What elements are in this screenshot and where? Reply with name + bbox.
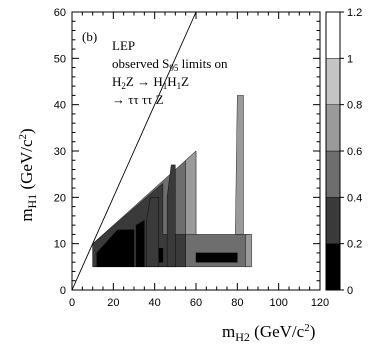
colorbar-band-5 <box>326 12 340 58</box>
colorbar-tick-label: 0.6 <box>347 146 362 158</box>
region-10 <box>159 248 163 262</box>
colorbar-band-1 <box>326 197 340 243</box>
panel-label: (b) <box>82 29 97 44</box>
colorbar-tick-label: 1.2 <box>347 7 362 19</box>
annotation-line-2: observed S95 limits on <box>112 56 228 73</box>
x-tick-label: 0 <box>69 297 75 309</box>
colorbar-band-3 <box>326 105 340 151</box>
y-tick-label: 20 <box>54 192 66 204</box>
colorbar-tick-label: 0.4 <box>347 192 362 204</box>
y-axis-title: mH1 (GeV/c2) <box>17 128 39 221</box>
x-tick-label: 40 <box>149 297 161 309</box>
x-tick-label: 60 <box>190 297 202 309</box>
colorbar-band-2 <box>326 151 340 197</box>
contour-regions <box>93 95 252 266</box>
y-tick-label: 50 <box>54 53 66 65</box>
x-tick-label: 100 <box>269 297 287 309</box>
y-tick-label: 30 <box>54 146 66 158</box>
region-9 <box>136 221 144 267</box>
colorbar-tick-label: 0.8 <box>347 100 362 112</box>
region-1 <box>186 151 196 234</box>
y-tick-label: 0 <box>60 285 66 297</box>
annotation-line-4: → ττ ττ Z <box>112 92 164 107</box>
colorbar-band-0 <box>326 244 340 290</box>
x-tick-label: 80 <box>231 297 243 309</box>
y-tick-label: 10 <box>54 239 66 251</box>
colorbar-tick-label: 0 <box>347 285 353 297</box>
colorbar-tick-label: 1 <box>347 53 353 65</box>
region-11 <box>196 253 237 262</box>
y-tick-label: 40 <box>54 100 66 112</box>
colorbar-tick-label: 0.2 <box>347 239 362 251</box>
region-3 <box>246 234 252 266</box>
x-tick-label: 120 <box>311 297 329 309</box>
y-tick-label: 60 <box>54 7 66 19</box>
region-2 <box>235 95 243 234</box>
colorbar: 0 0.2 0.4 0.6 0.8 1 1.2 <box>326 7 362 297</box>
colorbar-band-4 <box>326 58 340 104</box>
x-tick-label: 20 <box>107 297 119 309</box>
annotation-line-1: LEP <box>112 38 135 53</box>
x-axis-title: mH2 (GeV/c2) <box>222 322 315 344</box>
annotation-line-3: H2Z → H1H1Z <box>112 74 189 91</box>
